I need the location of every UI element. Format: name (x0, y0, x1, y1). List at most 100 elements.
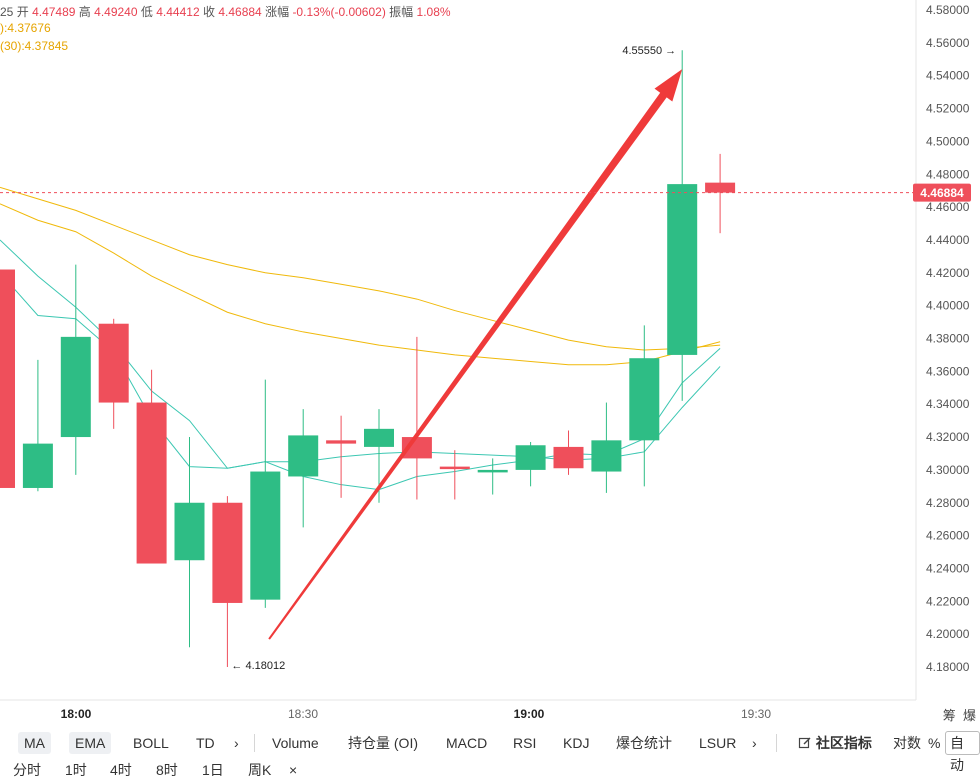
liquidation-toggle[interactable]: 爆 (962, 708, 976, 723)
interval-toolbar: 分时 1时 4时 8时 1日 周K × (0, 758, 980, 783)
candle[interactable] (288, 409, 319, 528)
y-tick-label: 4.28000 (926, 496, 970, 510)
price-axis: 4.58000 4.56000 4.54000 4.52000 4.50000 4.480… (926, 3, 970, 674)
time-axis: 18:00 18:30 19:00 19:30 (61, 707, 772, 721)
interval-weekly[interactable]: 周K (248, 762, 272, 778)
candle[interactable] (326, 415, 357, 498)
candles[interactable] (0, 50, 736, 667)
candle-body (326, 440, 357, 444)
candle[interactable] (174, 437, 205, 648)
auto-scale-button[interactable]: 自动 (945, 731, 980, 773)
indicator-toolbar: MA EMA BOLL TD › Volume 持仓量 (OI) MACD RS… (0, 728, 980, 773)
x-tick-label: 18:30 (288, 707, 318, 721)
rsi-button[interactable]: RSI (513, 735, 537, 751)
y-tick-label: 4.22000 (926, 594, 970, 608)
candle[interactable] (477, 458, 508, 495)
y-tick-label: 4.26000 (926, 529, 970, 543)
divider (254, 734, 255, 752)
candle[interactable] (591, 402, 622, 493)
candle[interactable] (60, 264, 91, 475)
chart-grid (0, 0, 917, 701)
lsur-button[interactable]: LSUR (699, 735, 737, 751)
ma-line-4 (0, 186, 721, 351)
open-value: 4.47489 (32, 5, 76, 19)
y-tick-label: 4.30000 (926, 463, 970, 477)
edit-icon (798, 737, 811, 749)
boll-button[interactable]: BOLL (133, 735, 169, 751)
ema-button[interactable]: EMA (69, 732, 112, 754)
candle-body (0, 269, 15, 488)
candle-body (174, 502, 205, 561)
more-sub-indicators-icon[interactable]: › (752, 735, 757, 751)
candle[interactable] (553, 430, 584, 475)
y-tick-label: 4.36000 (926, 364, 970, 378)
y-tick-label: 4.38000 (926, 332, 970, 346)
last-price-label: 4.46884 (920, 186, 964, 200)
change-label: 涨幅 (265, 5, 290, 19)
open-label: 开 (16, 5, 29, 19)
low-value: 4.44412 (156, 5, 200, 19)
last-price-tag (913, 183, 971, 202)
y-tick-label: 4.46000 (926, 200, 970, 214)
high-value: 4.49240 (94, 5, 138, 19)
candle-body (439, 466, 470, 470)
candle[interactable] (705, 153, 736, 234)
candle-body (667, 184, 698, 355)
candle-body (60, 336, 91, 438)
candle[interactable] (0, 269, 15, 488)
x-tick-label: 19:00 (514, 707, 545, 721)
community-indicators-button[interactable]: 社区指标 (798, 728, 872, 758)
interval-4h[interactable]: 4时 (110, 762, 132, 778)
interval-1h[interactable]: 1时 (65, 762, 87, 778)
amplitude-label: 振幅 (389, 5, 414, 19)
y-tick-label: 4.52000 (926, 102, 970, 116)
close-value: 4.46884 (218, 5, 262, 19)
ma-legend-1: ):4.37676 (0, 21, 51, 35)
candle-body (212, 502, 243, 603)
y-tick-label: 4.54000 (926, 69, 970, 83)
candle[interactable] (667, 50, 698, 401)
price-chart[interactable]: 4.58000 4.56000 4.54000 4.52000 4.50000 4.480… (0, 0, 980, 728)
candle-body (705, 182, 736, 193)
candle-body (22, 443, 53, 488)
min-price-label: ← 4.18012 (231, 660, 285, 672)
y-tick-label: 4.24000 (926, 561, 970, 575)
td-button[interactable]: TD (196, 735, 215, 751)
candle[interactable] (22, 359, 53, 492)
liquidation-stats-button[interactable]: 爆仓统计 (616, 735, 672, 751)
more-main-indicators-icon[interactable]: › (234, 735, 239, 751)
open-interest-button[interactable]: 持仓量 (OI) (348, 735, 418, 751)
candle[interactable] (629, 325, 660, 487)
ohlc-info: 25 开 4.47489 高 4.49240 低 4.44412 收 4.468… (0, 3, 451, 20)
candle[interactable] (439, 450, 470, 500)
interval-timeshare[interactable]: 分时 (13, 762, 41, 778)
ma-button[interactable]: MA (18, 732, 51, 754)
interval-1d[interactable]: 1日 (202, 762, 224, 778)
macd-button[interactable]: MACD (446, 735, 488, 751)
candle[interactable] (515, 441, 546, 487)
candle-body (288, 435, 319, 477)
log-scale-button[interactable]: 对数 (893, 735, 921, 751)
interval-8h[interactable]: 8时 (156, 762, 178, 778)
high-label: 高 (78, 5, 91, 19)
side-tools: 筹 爆 (943, 705, 976, 724)
y-tick-label: 4.34000 (926, 397, 970, 411)
candle[interactable] (212, 496, 243, 667)
candle[interactable] (98, 318, 129, 429)
x-tick-label: 19:30 (741, 707, 771, 721)
percent-scale-button[interactable]: % (928, 735, 941, 751)
candle[interactable] (250, 379, 281, 608)
y-tick-label: 4.50000 (926, 134, 970, 148)
x-tick-label: 18:00 (61, 707, 92, 721)
community-indicators-label: 社区指标 (815, 735, 872, 751)
close-interval-icon[interactable]: × (289, 762, 298, 778)
candle[interactable] (136, 369, 167, 564)
y-tick-label: 4.56000 (926, 36, 970, 50)
close-label: 收 (202, 5, 215, 19)
candle-body (629, 358, 660, 441)
chip-distribution-toggle[interactable]: 筹 (942, 708, 956, 723)
volume-button[interactable]: Volume (272, 735, 319, 751)
kdj-button[interactable]: KDJ (563, 735, 590, 751)
trend-arrow-annotation (268, 69, 683, 640)
y-tick-label: 4.40000 (926, 299, 970, 313)
